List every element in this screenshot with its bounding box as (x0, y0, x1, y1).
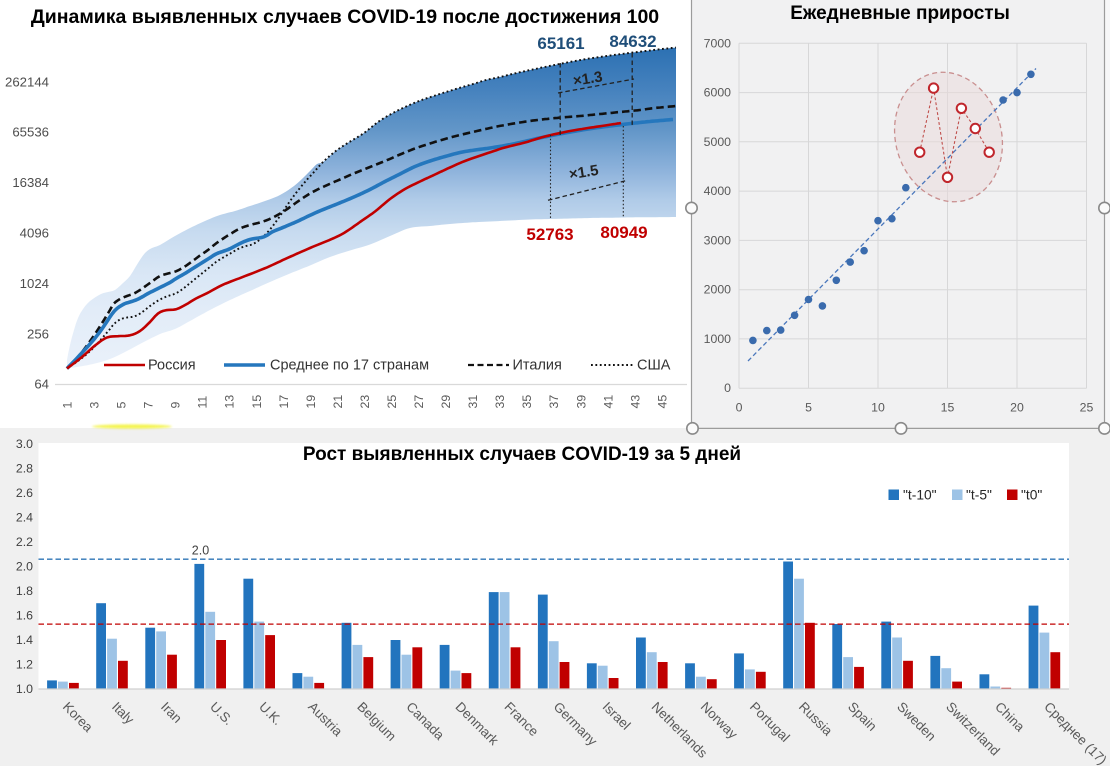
svg-text:1.8: 1.8 (16, 584, 33, 598)
svg-text:1: 1 (61, 402, 75, 409)
svg-text:0: 0 (736, 401, 743, 415)
svg-text:2.0: 2.0 (16, 559, 33, 573)
svg-text:80949: 80949 (600, 223, 647, 242)
svg-text:Италия: Италия (513, 358, 562, 374)
svg-text:11: 11 (196, 396, 210, 409)
svg-text:52763: 52763 (526, 225, 573, 244)
svg-text:1.2: 1.2 (16, 658, 33, 672)
svg-text:20: 20 (1010, 401, 1024, 415)
svg-text:0: 0 (724, 381, 731, 395)
svg-text:США: США (637, 358, 671, 374)
svg-text:2.4: 2.4 (16, 510, 33, 524)
svg-text:84632: 84632 (609, 32, 656, 51)
svg-text:41: 41 (601, 395, 615, 409)
svg-text:Россия: Россия (148, 358, 196, 374)
svg-text:39: 39 (574, 395, 588, 409)
svg-text:25: 25 (385, 395, 399, 409)
svg-text:16384: 16384 (12, 175, 49, 190)
svg-text:21: 21 (331, 395, 345, 409)
svg-text:17: 17 (277, 395, 291, 409)
svg-text:×1.5: ×1.5 (568, 162, 600, 183)
svg-text:5: 5 (115, 402, 129, 409)
svg-text:6000: 6000 (704, 86, 732, 100)
svg-text:27: 27 (412, 395, 426, 409)
svg-text:65161: 65161 (537, 34, 584, 53)
svg-text:262144: 262144 (5, 74, 49, 89)
svg-text:31: 31 (466, 395, 480, 409)
svg-text:43: 43 (628, 395, 642, 409)
svg-text:1.4: 1.4 (16, 633, 33, 647)
svg-text:256: 256 (27, 326, 49, 341)
svg-text:2.6: 2.6 (16, 486, 33, 500)
svg-text:Ежедневные приросты: Ежедневные приросты (790, 3, 1010, 24)
svg-text:Среднее по 17 странам: Среднее по 17 странам (270, 358, 429, 374)
svg-text:25: 25 (1080, 401, 1094, 415)
svg-text:2.8: 2.8 (16, 461, 33, 475)
svg-text:"t0": "t0" (1021, 488, 1042, 503)
svg-text:37: 37 (547, 395, 561, 409)
svg-text:5: 5 (805, 401, 812, 415)
svg-text:29: 29 (439, 395, 453, 409)
svg-text:2.0: 2.0 (192, 544, 209, 558)
svg-text:10: 10 (871, 401, 885, 415)
svg-text:7: 7 (142, 402, 156, 409)
svg-text:3.0: 3.0 (16, 437, 33, 451)
svg-text:4096: 4096 (20, 226, 49, 241)
svg-text:19: 19 (304, 395, 318, 409)
svg-text:2.2: 2.2 (16, 535, 33, 549)
svg-text:64: 64 (34, 377, 49, 392)
svg-text:4000: 4000 (704, 184, 732, 198)
svg-text:35: 35 (520, 395, 534, 409)
svg-text:15: 15 (250, 395, 264, 409)
svg-text:5000: 5000 (704, 135, 732, 149)
svg-text:Рост выявленных случаев COVID-: Рост выявленных случаев COVID-19 за 5 дн… (303, 444, 741, 465)
svg-text:13: 13 (223, 395, 237, 409)
svg-text:Динамика выявленных случаев CO: Динамика выявленных случаев COVID-19 пос… (31, 6, 659, 28)
svg-text:3: 3 (88, 402, 102, 409)
svg-text:2000: 2000 (704, 283, 732, 297)
svg-text:45: 45 (655, 395, 669, 409)
svg-text:3000: 3000 (704, 233, 732, 247)
svg-text:7000: 7000 (704, 36, 732, 50)
svg-text:33: 33 (493, 395, 507, 409)
svg-text:9: 9 (169, 402, 183, 409)
svg-text:"t-10": "t-10" (903, 488, 937, 503)
svg-text:1000: 1000 (704, 332, 732, 346)
svg-text:15: 15 (941, 401, 955, 415)
svg-text:×1.3: ×1.3 (572, 68, 604, 89)
svg-text:65536: 65536 (12, 125, 49, 140)
svg-text:23: 23 (358, 395, 372, 409)
svg-text:1.0: 1.0 (16, 682, 33, 696)
svg-text:1.6: 1.6 (16, 608, 33, 622)
svg-text:"t-5": "t-5" (966, 488, 992, 503)
svg-text:1024: 1024 (20, 276, 49, 291)
